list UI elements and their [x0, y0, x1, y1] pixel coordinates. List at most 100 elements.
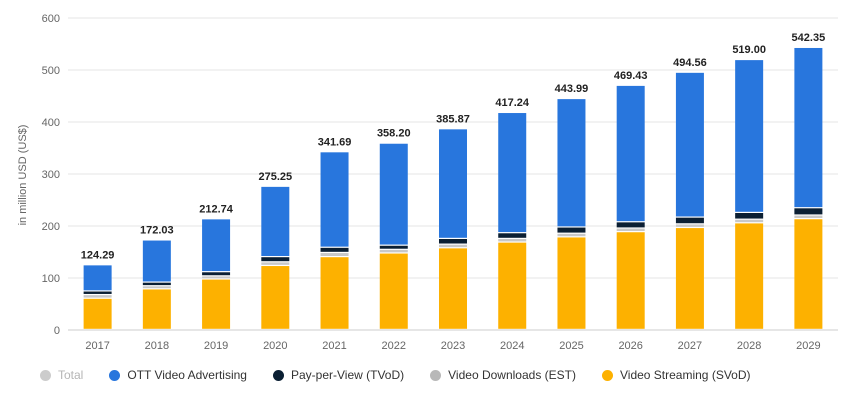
legend-dot — [272, 369, 284, 381]
bar-segment-ott-video-advertising[interactable] — [675, 72, 704, 217]
x-tick-label: 2018 — [145, 340, 169, 352]
x-tick-label: 2028 — [737, 340, 761, 352]
bar-segment-ott-video-advertising[interactable] — [439, 129, 467, 238]
bar-segment-video-downloads-est[interactable] — [439, 244, 467, 248]
legend-item-video-downloads[interactable]: Video Downloads (EST) — [430, 368, 576, 382]
stacked-bar-chart: 0 100 200 300 400 500 600 in million USD (US$)… — [17, 13, 838, 352]
y-tick-label: 0 — [54, 325, 60, 337]
legend-label: Pay-per-View (TVoD) — [290, 368, 405, 382]
legend: Total OTT Video Advertising Pay-per-View… — [40, 368, 777, 382]
bar-segment-ott-video-advertising[interactable] — [616, 85, 645, 222]
bar-segment-video-downloads-est[interactable] — [261, 262, 290, 265]
y-tick-label: 400 — [42, 117, 60, 129]
bars — [83, 47, 823, 329]
bar-segment-ott-video-advertising[interactable] — [557, 99, 586, 227]
bar-segment-video-downloads-est[interactable] — [202, 276, 231, 279]
bar-segment-pay-per-view-tvod[interactable] — [557, 227, 586, 233]
x-axis-ticks: 2017 2018 2019 2020 2021 2022 2023 2024 2025 2026… — [85, 340, 820, 352]
total-value-label: 172.03 — [140, 225, 174, 237]
bar-segment-video-streaming-svod[interactable] — [794, 219, 823, 329]
bar-segment-ott-video-advertising[interactable] — [794, 47, 823, 208]
bar-segment-video-downloads-est[interactable] — [735, 219, 764, 223]
x-tick-label: 2027 — [678, 340, 702, 352]
bar-segment-video-streaming-svod[interactable] — [83, 298, 112, 329]
legend-label: OTT Video Advertising — [127, 368, 247, 382]
bar-segment-ott-video-advertising[interactable] — [498, 113, 527, 233]
total-value-label: 341.69 — [318, 136, 352, 148]
bar-segment-video-downloads-est[interactable] — [557, 233, 586, 237]
x-tick-label: 2025 — [559, 340, 583, 352]
bar-segment-video-streaming-svod[interactable] — [261, 266, 290, 329]
bar-segment-video-streaming-svod[interactable] — [202, 279, 231, 329]
bar-segment-pay-per-view-tvod[interactable] — [320, 247, 349, 252]
total-value-label: 443.99 — [555, 83, 589, 95]
legend-dot — [40, 369, 51, 381]
x-tick-label: 2026 — [618, 340, 642, 352]
x-tick-label: 2024 — [500, 340, 524, 352]
bar-segment-video-downloads-est[interactable] — [83, 295, 112, 298]
legend-item-ott-video-advertising[interactable]: OTT Video Advertising — [109, 368, 247, 382]
bar-segment-pay-per-view-tvod[interactable] — [498, 233, 527, 238]
bar-segment-ott-video-advertising[interactable] — [83, 265, 112, 291]
total-value-label: 542.35 — [792, 32, 826, 44]
legend-item-total[interactable]: Total — [40, 368, 83, 382]
bar-segment-pay-per-view-tvod[interactable] — [616, 222, 645, 228]
x-tick-label: 2017 — [85, 340, 109, 352]
y-tick-label: 300 — [42, 169, 60, 181]
y-tick-label: 600 — [42, 13, 60, 25]
bar-segment-ott-video-advertising[interactable] — [320, 152, 349, 247]
x-tick-label: 2029 — [796, 340, 820, 352]
total-value-label: 519.00 — [732, 44, 766, 56]
bar-segment-video-streaming-svod[interactable] — [439, 248, 467, 329]
bar-segment-video-downloads-est[interactable] — [675, 224, 704, 227]
x-tick-label: 2023 — [441, 340, 465, 352]
bar-segment-pay-per-view-tvod[interactable] — [379, 245, 408, 249]
total-value-label: 212.74 — [199, 203, 234, 215]
total-value-label: 469.43 — [614, 70, 648, 82]
bar-segment-pay-per-view-tvod[interactable] — [202, 272, 231, 276]
total-labels: 124.29 172.03 212.74 275.25 341.69 358.20 385.… — [81, 32, 825, 261]
bar-segment-video-streaming-svod[interactable] — [320, 257, 349, 329]
total-value-label: 358.20 — [377, 128, 411, 140]
bar-segment-ott-video-advertising[interactable] — [142, 240, 171, 282]
bar-segment-ott-video-advertising[interactable] — [261, 186, 290, 256]
bar-segment-video-streaming-svod[interactable] — [616, 232, 645, 329]
total-value-label: 385.87 — [436, 113, 470, 125]
bar-segment-video-streaming-svod[interactable] — [142, 289, 171, 329]
bar-segment-pay-per-view-tvod[interactable] — [83, 291, 112, 294]
x-tick-label: 2019 — [204, 340, 228, 352]
bar-segment-video-downloads-est[interactable] — [794, 215, 823, 219]
bar-segment-video-downloads-est[interactable] — [616, 228, 645, 232]
bar-segment-video-downloads-est[interactable] — [498, 239, 527, 242]
bar-segment-pay-per-view-tvod[interactable] — [261, 257, 290, 262]
bar-segment-video-streaming-svod[interactable] — [735, 223, 764, 329]
total-value-label: 124.29 — [81, 249, 115, 261]
x-tick-label: 2020 — [263, 340, 287, 352]
bar-segment-video-streaming-svod[interactable] — [557, 237, 586, 329]
bar-segment-video-downloads-est[interactable] — [379, 249, 408, 253]
total-value-label: 417.24 — [495, 97, 530, 109]
bar-segment-ott-video-advertising[interactable] — [379, 143, 408, 245]
bar-segment-pay-per-view-tvod[interactable] — [142, 282, 171, 286]
bar-segment-video-streaming-svod[interactable] — [498, 242, 527, 329]
bar-segment-pay-per-view-tvod[interactable] — [675, 217, 704, 224]
legend-label: Video Downloads (EST) — [448, 368, 576, 382]
legend-item-pay-per-view[interactable]: Pay-per-View (TVoD) — [272, 368, 405, 382]
bar-segment-ott-video-advertising[interactable] — [202, 219, 231, 272]
bar-segment-video-streaming-svod[interactable] — [675, 228, 704, 329]
legend-label: Total — [58, 368, 84, 382]
bar-segment-video-streaming-svod[interactable] — [379, 253, 408, 329]
bar-segment-video-downloads-est[interactable] — [142, 286, 171, 289]
y-tick-label: 500 — [42, 65, 60, 77]
y-axis-ticks: 0 100 200 300 400 500 600 — [42, 13, 60, 337]
y-tick-label: 200 — [42, 221, 60, 233]
legend-item-video-streaming[interactable]: Video Streaming (SVoD) — [601, 368, 751, 382]
y-axis-label: in million USD (US$) — [17, 125, 29, 226]
bar-segment-pay-per-view-tvod[interactable] — [735, 213, 764, 219]
bar-segment-ott-video-advertising[interactable] — [735, 60, 764, 212]
legend-dot — [109, 369, 121, 381]
bar-segment-video-downloads-est[interactable] — [320, 253, 349, 256]
bar-segment-pay-per-view-tvod[interactable] — [794, 208, 823, 215]
bar-segment-pay-per-view-tvod[interactable] — [439, 239, 467, 244]
